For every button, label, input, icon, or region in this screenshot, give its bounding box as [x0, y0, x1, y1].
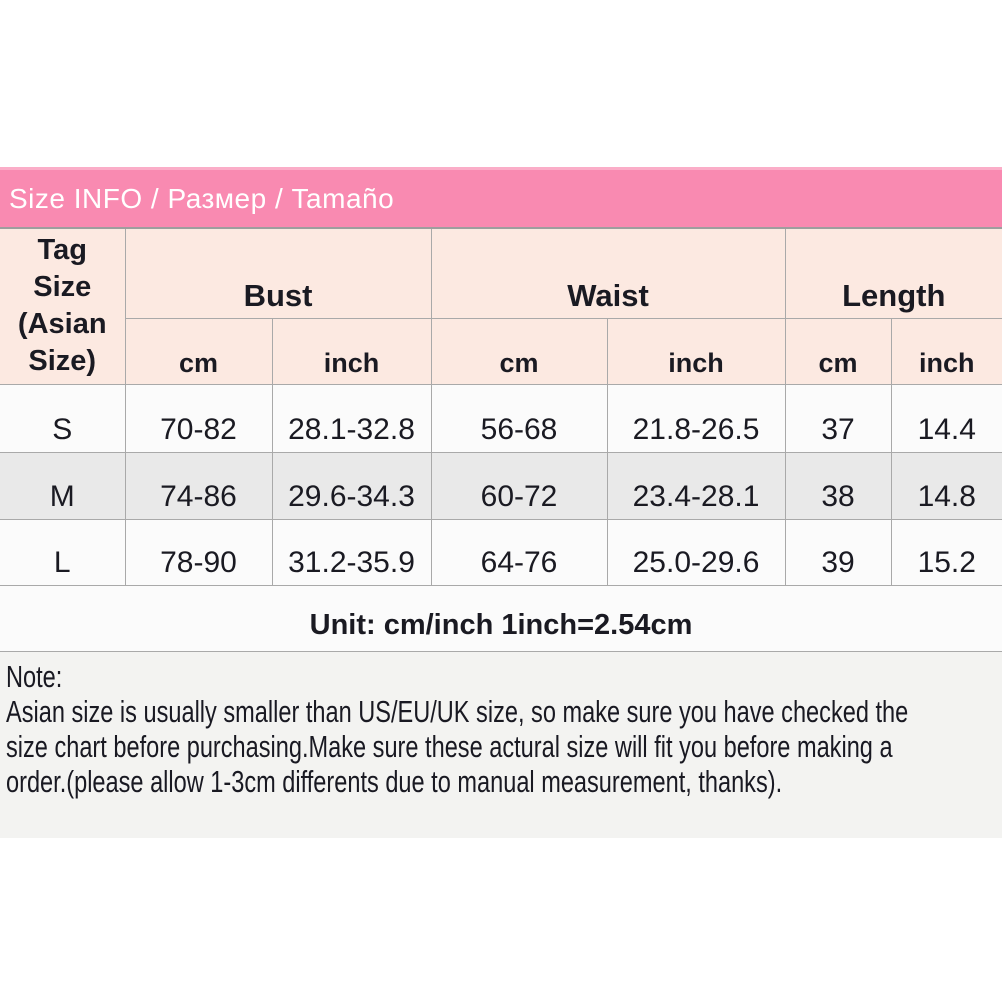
- bust-inch-header: inch: [271, 317, 432, 385]
- length-cm-header: cm: [784, 317, 892, 385]
- size-info-title: Size INFO / Размер / Tamaño: [9, 182, 395, 214]
- note-text-line-2: size chart before purchasing.Make sure t…: [6, 728, 893, 764]
- note-text-line-1: Asian size is usually smaller than US/EU…: [6, 693, 909, 729]
- length-inch-value: 14.4: [890, 383, 1002, 453]
- bust-inch-value: 29.6-34.3: [271, 451, 432, 520]
- table-row-size-s: S 70-82 28.1-32.8 56-68 21.8-26.5 37 14.…: [0, 383, 1002, 453]
- length-cm-value: 37: [784, 383, 892, 453]
- table-row-size-m: M 74-86 29.6-34.3 60-72 23.4-28.1 38 14.…: [0, 451, 1002, 520]
- bust-group-header: Bust: [124, 227, 432, 319]
- length-cm-value: 38: [784, 451, 892, 520]
- waist-inch-value: 25.0-29.6: [606, 518, 786, 586]
- note-label: Note:: [6, 658, 63, 694]
- tag-size-line-4: Size): [28, 345, 97, 378]
- size-label: M: [0, 451, 126, 520]
- waist-cm-value: 60-72: [430, 451, 608, 520]
- waist-inch-value: 21.8-26.5: [606, 383, 786, 453]
- note-text-line-3: order.(please allow 1-3cm differents due…: [6, 763, 783, 799]
- table-row-size-l: L 78-90 31.2-35.9 64-76 25.0-29.6 39 15.…: [0, 518, 1002, 586]
- length-inch-value: 15.2: [890, 518, 1002, 586]
- waist-cm-header: cm: [430, 317, 608, 385]
- bust-inch-value: 31.2-35.9: [271, 518, 432, 586]
- waist-cm-value: 64-76: [430, 518, 608, 586]
- tag-size-line-3: (Asian: [17, 308, 107, 341]
- waist-inch-value: 23.4-28.1: [606, 451, 786, 520]
- top-whitespace: [0, 0, 1002, 167]
- waist-group-header: Waist: [430, 227, 786, 319]
- tag-size-line-1: Tag: [37, 234, 87, 267]
- length-inch-value: 14.8: [890, 451, 1002, 520]
- size-label: L: [0, 518, 126, 586]
- size-chart-table: Tag Size (Asian Size) Bust Waist Length …: [0, 227, 1002, 652]
- tag-size-header-cell: Tag Size (Asian Size): [0, 227, 126, 385]
- bust-cm-header: cm: [125, 317, 273, 385]
- waist-cm-value: 56-68: [430, 383, 608, 453]
- waist-inch-header: inch: [606, 317, 786, 385]
- length-cm-value: 39: [784, 518, 892, 586]
- size-label: S: [0, 383, 126, 453]
- length-group-header: Length: [784, 227, 1002, 319]
- bust-inch-value: 28.1-32.8: [271, 383, 432, 453]
- bust-cm-value: 74-86: [124, 451, 273, 520]
- tag-size-line-2: Size: [33, 271, 92, 304]
- size-info-title-bar: Size INFO / Размер / Tamaño: [0, 167, 1002, 227]
- note-section: Note: Asian size is usually smaller than…: [0, 651, 1002, 838]
- bust-cm-value: 70-82: [124, 383, 273, 453]
- unit-note-row: Unit: cm/inch 1inch=2.54cm: [0, 584, 1002, 652]
- unit-note-text: Unit: cm/inch 1inch=2.54cm: [0, 584, 1002, 652]
- length-inch-header: inch: [890, 317, 1002, 385]
- bust-cm-value: 78-90: [124, 518, 273, 586]
